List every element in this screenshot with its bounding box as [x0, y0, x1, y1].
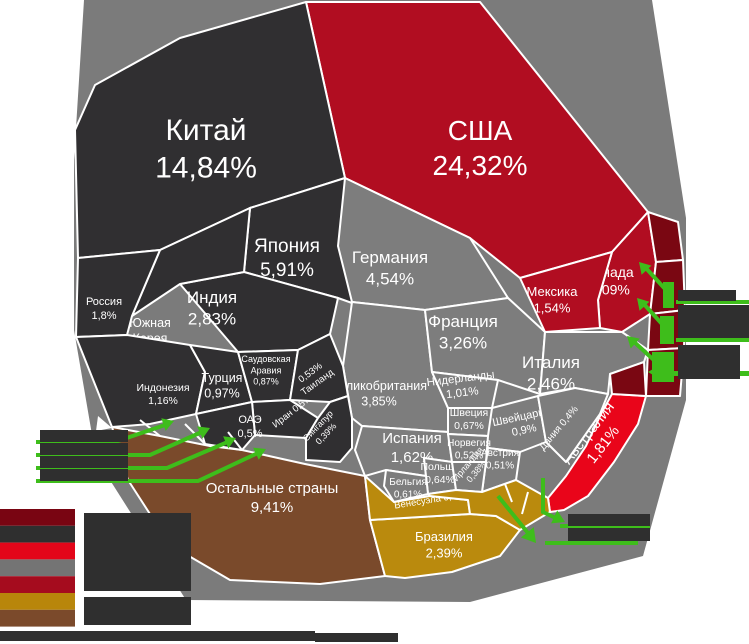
cell-label-norway: Норвегия 0,52%	[447, 438, 491, 462]
legend-swatch-1[interactable]	[0, 525, 75, 543]
callout-label-box-left	[40, 443, 128, 455]
callout-label-box-left	[40, 469, 128, 481]
callout-bar	[660, 316, 674, 344]
cell-mexico[interactable]	[519, 251, 613, 333]
cell-russia[interactable]	[75, 249, 161, 338]
arrowhead-icon	[648, 365, 659, 379]
cell-divider	[521, 491, 529, 515]
cell-label-germany: Германия 4,54%	[352, 248, 428, 288]
arrowhead-icon	[253, 447, 266, 460]
callout-leader-right	[640, 300, 664, 326]
cell-label-france: Франция 3,26%	[428, 312, 498, 352]
cell-label-india: Индия 2,83%	[187, 288, 237, 328]
cell-divider	[139, 419, 161, 437]
arrowhead-icon	[223, 436, 236, 449]
callout-bar	[652, 352, 674, 382]
callout-label-box-bottom	[568, 514, 650, 526]
cell-label-japan: Япония 5,91%	[254, 236, 320, 281]
cell-denmark[interactable]	[537, 387, 609, 463]
cell-unlabeled[interactable]	[609, 361, 647, 397]
cell-singapore[interactable]	[305, 395, 353, 463]
cell-label-saudi: Саудовская Аравия 0,87%	[241, 354, 290, 387]
callout-label-box-left	[40, 456, 128, 468]
legend-swatch-5[interactable]	[0, 593, 75, 610]
cell-unlabeled[interactable]	[427, 479, 551, 531]
cell-label-belgium: Бельгия 0,61%	[389, 477, 427, 501]
arrowhead-icon	[637, 298, 650, 311]
cell-label-sweden: Швеция 0,67%	[450, 407, 489, 432]
cell-label-uae: ОАЭ 0,5%	[237, 414, 262, 440]
callout-label-box-right	[678, 305, 749, 338]
cell-label-brazil: Бразилия 2,39%	[415, 529, 473, 560]
cell-label-rest: Остальные страны 9,41%	[206, 480, 338, 516]
cell-label-usa: США 24,32%	[433, 115, 528, 181]
callout-label-box-right	[678, 345, 740, 379]
cell-divider	[227, 431, 243, 451]
cell-divider	[504, 483, 513, 503]
legend-swatch-6[interactable]	[0, 609, 75, 627]
cell-uae[interactable]	[195, 401, 256, 451]
legend-label-box	[84, 597, 191, 625]
legend-swatch-3[interactable]	[0, 559, 75, 577]
callout-underline	[545, 541, 638, 545]
arrowhead-icon	[639, 262, 652, 275]
legend-swatch-2[interactable]	[0, 542, 75, 560]
cell-label-turkey: Турция 0,97%	[202, 371, 243, 401]
cell-label-china: Китай 14,84%	[155, 114, 257, 185]
arrowhead-icon	[551, 510, 565, 524]
cell-label-italy: Италия 2,46%	[522, 353, 580, 393]
cell-label-spain: Испания 1,62%	[382, 430, 442, 466]
arrowhead-icon	[197, 426, 210, 439]
legend-swatch-0[interactable]	[0, 509, 75, 526]
bottom-redacted-bar	[0, 631, 315, 641]
arrowhead-icon	[627, 336, 640, 349]
callout-underline	[676, 338, 749, 342]
callout-bar	[663, 282, 674, 308]
arrowhead-icon	[161, 418, 174, 431]
legend-swatch-4[interactable]	[0, 576, 75, 593]
callout-leader-right	[642, 264, 668, 292]
callout-label-box-bottom	[568, 528, 650, 541]
cell-label-mexico: Мексика 1,54%	[526, 284, 578, 315]
callout-underline	[676, 300, 749, 304]
cell-belgium[interactable]	[383, 469, 429, 503]
cell-label-poland: Польша 0,64%	[420, 461, 459, 486]
callout-leader-bottom	[496, 494, 534, 540]
white-arrowhead-icon	[96, 416, 112, 431]
cell-label-indonesia: Индонезия 1,16%	[136, 382, 189, 407]
cell-label-russia: Россия 1,8%	[86, 296, 122, 322]
callout-label-box-left	[40, 430, 128, 442]
cell-label-uk: Великобритания 3,85%	[331, 379, 427, 409]
arrowhead-icon	[520, 527, 536, 543]
bottom-redacted-bar	[315, 633, 398, 642]
callout-label-box-right	[678, 290, 736, 301]
legend-label-box	[84, 513, 191, 591]
cell-label-austria: Австрия 0,51%	[481, 448, 519, 472]
